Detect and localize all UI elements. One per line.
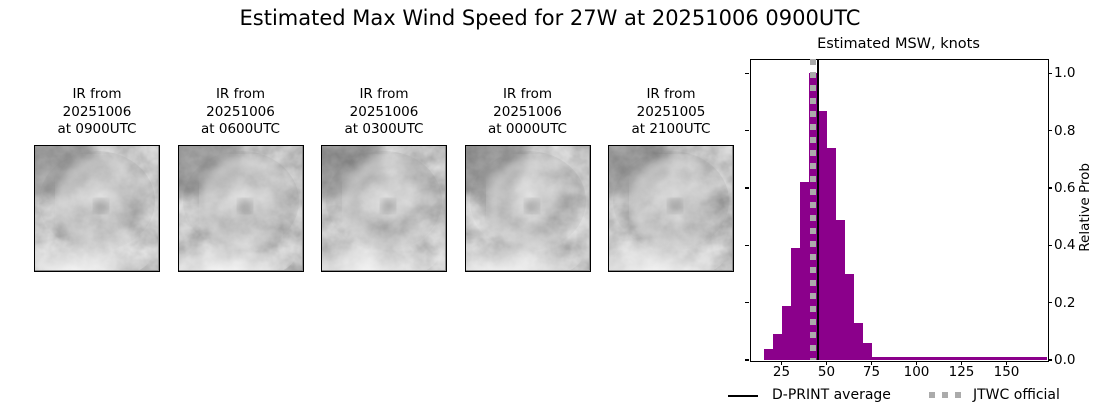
histogram-bar	[799, 182, 809, 360]
ir-image-label-line: IR from	[359, 86, 409, 102]
legend-label-dprint: D-PRINT average	[772, 387, 891, 403]
ir-image-label-line: IR from	[215, 86, 266, 102]
ir-satellite-image	[321, 145, 447, 272]
x-axis-tick	[780, 361, 783, 366]
y-axis-tick-left	[744, 72, 749, 74]
ir-satellite-image	[177, 145, 304, 272]
jtwc-official-line-sample	[929, 392, 961, 398]
ir-image-label: IR from 20251006 at 0300UTC	[299, 86, 469, 139]
dprint-average-line	[817, 59, 819, 360]
legend-label-jtwc: JTWC official	[973, 387, 1060, 403]
ir-image-label: IR from 20251006 at 0600UTC	[156, 86, 326, 139]
y-axis-tick-label: 0.0	[1054, 352, 1076, 368]
ir-satellite-image	[34, 145, 160, 272]
y-axis-tick-right	[1048, 130, 1053, 132]
x-axis-tick-label: 25	[772, 364, 791, 380]
y-axis-tick-right	[1048, 302, 1053, 304]
ir-image-label-line: IR from	[502, 86, 553, 102]
histogram-bar	[862, 342, 872, 360]
x-axis-tick	[915, 361, 918, 366]
y-axis-tick-right	[1048, 244, 1053, 246]
y-axis-tick-left	[744, 130, 749, 132]
ir-image-label-line: at 0600UTC	[201, 121, 280, 137]
y-axis-tick-label: 0.6	[1054, 180, 1076, 196]
ir-satellite-image	[464, 145, 591, 272]
x-axis-tick-label: 150	[993, 364, 1020, 380]
ir-image-label-line: IR from	[646, 86, 696, 102]
ir-image-label: IR from 20251006 at 0900UTC	[12, 86, 182, 139]
x-axis-tick	[960, 361, 963, 366]
ir-cloud-graphic	[322, 146, 445, 270]
ir-image-label-line: 20251006	[349, 103, 419, 120]
ir-image-label: IR from 20251005 at 2100UTC	[586, 86, 756, 139]
y-axis-label: Relative Prob	[1077, 163, 1093, 252]
y-axis-tick-label: 1.0	[1054, 65, 1076, 82]
y-axis-tick-left	[744, 359, 749, 361]
ir-cloud-graphic	[35, 146, 158, 270]
histogram-bar	[763, 348, 773, 360]
x-axis-tick	[825, 361, 828, 366]
histogram-bar	[853, 322, 863, 360]
dprint-average-line-sample	[728, 395, 758, 397]
y-axis-tick-label: 0.8	[1054, 122, 1076, 139]
histogram-plot-area	[750, 59, 1049, 362]
ir-image-label-line: IR from	[72, 86, 122, 102]
histogram-bar	[790, 248, 800, 360]
x-axis-tick-label: 50	[817, 364, 836, 380]
y-axis-tick-right	[1048, 359, 1053, 361]
ir-image-label-line: at 0900UTC	[57, 121, 137, 137]
ir-cloud-graphic	[178, 146, 302, 270]
x-axis-tick-label: 75	[862, 364, 881, 380]
ir-satellite-image	[608, 145, 734, 272]
ir-image-label-line: 20251006	[206, 103, 275, 120]
y-axis-tick-label: 0.4	[1054, 237, 1076, 254]
histogram-title: Estimated MSW, knots	[817, 36, 980, 52]
y-axis-tick-left	[744, 302, 749, 304]
ir-image-label-line: at 0000UTC	[488, 121, 567, 137]
figure-title: Estimated Max Wind Speed for 27W at 2025…	[239, 6, 861, 30]
histogram-bar	[844, 274, 854, 360]
histogram-bar	[871, 356, 1047, 360]
ir-image-label-line: 20251006	[62, 103, 132, 120]
ir-cloud-graphic	[465, 146, 589, 270]
ir-image-label-line: 20251005	[636, 103, 706, 120]
histogram-bar	[835, 219, 845, 360]
y-axis-tick-right	[1048, 187, 1053, 189]
x-axis-tick	[870, 361, 873, 366]
y-axis-tick-label: 0.2	[1054, 294, 1076, 311]
ir-image-label-line: 20251006	[493, 103, 562, 120]
jtwc-official-line	[810, 59, 816, 360]
x-axis-tick	[1005, 361, 1008, 366]
x-axis-tick-label: 125	[948, 364, 975, 380]
y-axis-tick-left	[744, 187, 749, 189]
histogram-bar	[772, 334, 782, 360]
ir-image-label-line: at 0300UTC	[344, 121, 424, 137]
histogram-bar	[817, 110, 827, 360]
y-axis-tick-left	[744, 244, 749, 246]
ir-image-label: IR from 20251006 at 0000UTC	[443, 86, 613, 139]
histogram-bar	[826, 147, 836, 360]
y-axis-tick-right	[1048, 72, 1053, 74]
ir-image-label-line: at 2100UTC	[631, 121, 711, 137]
histogram-bar	[781, 305, 791, 360]
ir-cloud-graphic	[609, 146, 732, 270]
x-axis-tick-label: 100	[903, 364, 930, 380]
